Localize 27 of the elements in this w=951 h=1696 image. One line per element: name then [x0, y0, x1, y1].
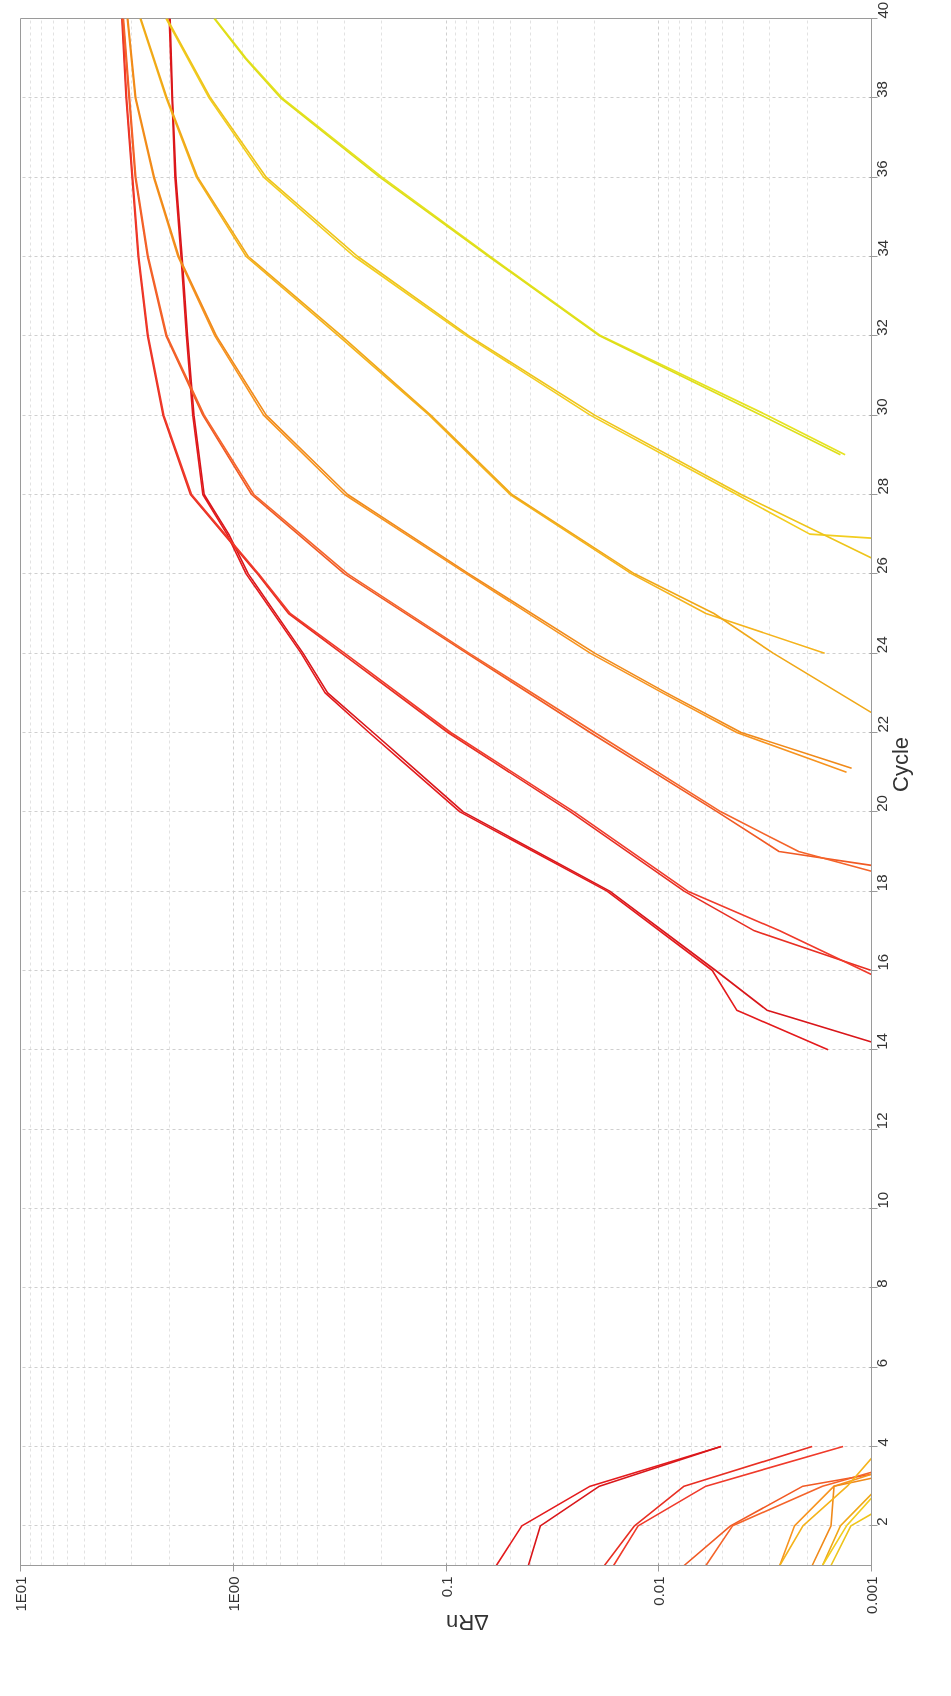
y-axis-title: Cycle [888, 736, 913, 792]
y-tick-label: 32 [873, 319, 891, 336]
y-tick-label: 38 [873, 81, 891, 98]
y-tick-label: 34 [873, 239, 891, 257]
y-tick-label: 26 [873, 557, 891, 574]
x-axis-title: ΔRn [445, 1609, 489, 1635]
y-tick-label: 2 [873, 1517, 891, 1526]
y-tick-label: 24 [873, 636, 891, 654]
x-tick-label: 1E00 [224, 1576, 242, 1612]
y-tick-label: 20 [873, 795, 891, 812]
y-tick-label: 10 [873, 1191, 891, 1209]
y-tick-label: 22 [873, 715, 891, 733]
y-tick-label: 12 [873, 1112, 891, 1130]
y-tick-label: 30 [873, 398, 891, 416]
y-tick-label: 14 [873, 1033, 891, 1050]
y-tick-label: 16 [873, 953, 891, 971]
y-tick-label: 40 [873, 1, 891, 19]
y-tick-label: 4 [873, 1438, 891, 1447]
x-tick-label: 0.001 [863, 1576, 880, 1615]
y-tick-label: 18 [873, 874, 891, 892]
x-tick-label: 0.1 [437, 1576, 455, 1598]
x-tick-label: 1E01 [12, 1576, 29, 1612]
y-tick-label: 36 [873, 160, 891, 178]
y-tick-label: 28 [873, 477, 891, 495]
y-tick-label: 8 [873, 1279, 891, 1288]
x-tick-label: 0.01 [650, 1576, 668, 1606]
y-tick-label: 6 [873, 1358, 891, 1368]
